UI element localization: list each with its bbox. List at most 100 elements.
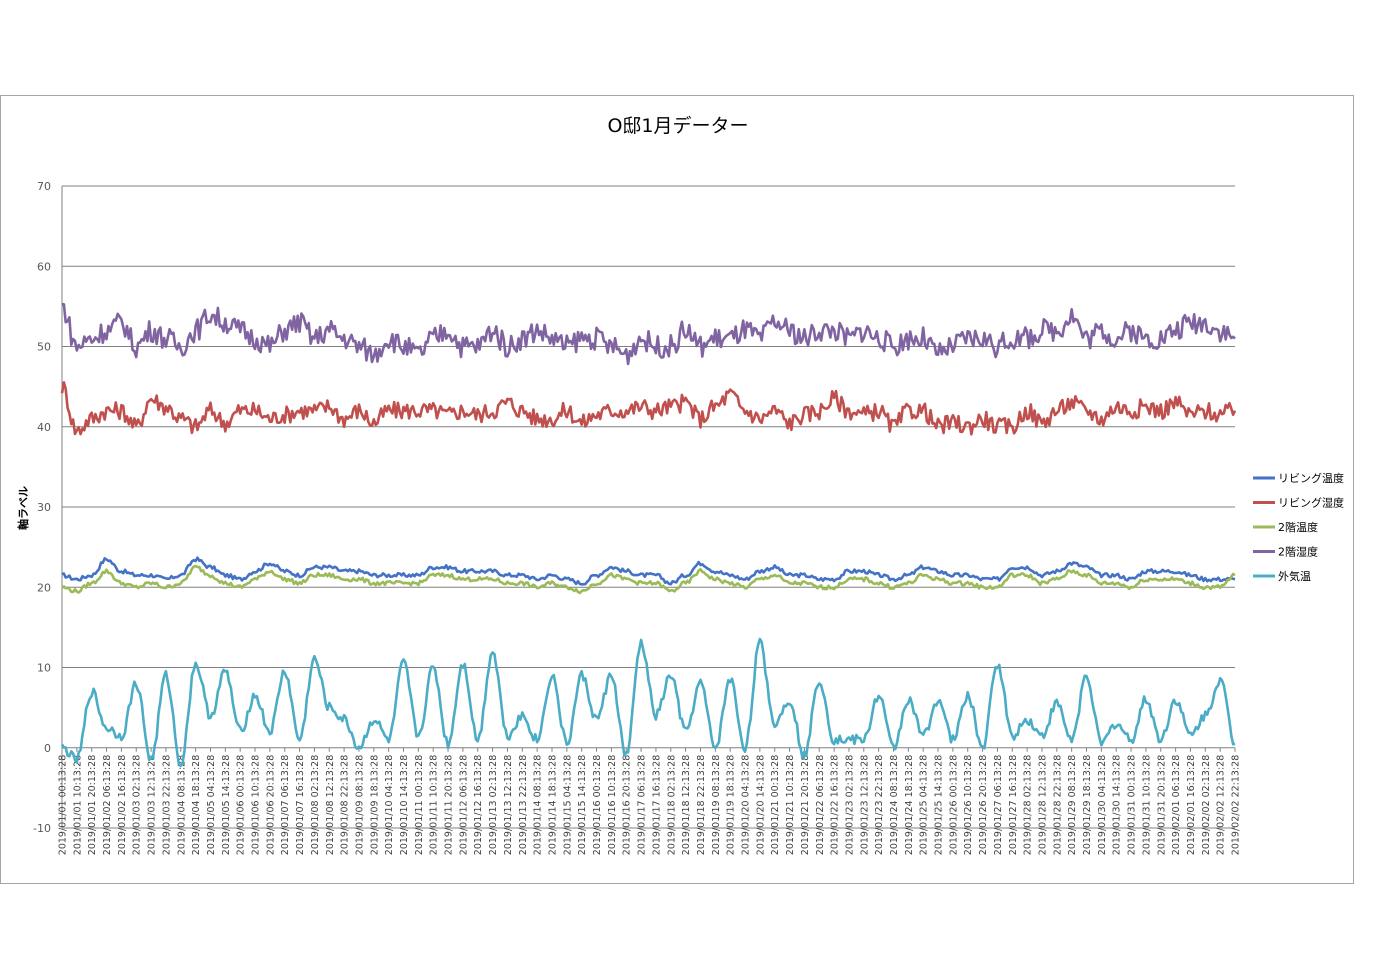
x-tick-label: 2019/01/06 10:13:28 xyxy=(251,755,262,855)
x-tick-label: 2019/01/23 22:13:28 xyxy=(874,755,885,855)
x-tick-label: 2019/02/01 06:13:28 xyxy=(1171,755,1182,855)
x-tick-label: 2019/01/01 20:13:28 xyxy=(87,755,98,855)
x-tick-label: 2019/01/09 18:13:28 xyxy=(369,755,380,855)
y-axis-ticks: -10 0 10 20 30 40 50 60 70 xyxy=(33,180,51,835)
x-tick-label: 2019/01/31 20:13:28 xyxy=(1156,755,1167,855)
x-tick-label: 2019/01/06 00:13:28 xyxy=(236,755,247,855)
x-tick-label: 2019/01/22 16:13:28 xyxy=(830,755,841,855)
series-line-0 xyxy=(62,556,1236,586)
x-tick-label: 2019/01/08 22:13:28 xyxy=(340,755,351,855)
legend-entry-label: 2階温度 xyxy=(1278,520,1318,534)
y-tick-label: 40 xyxy=(37,421,51,434)
x-tick-label: 2019/01/14 08:13:28 xyxy=(533,755,544,855)
x-tick-label: 2019/01/26 00:13:28 xyxy=(948,755,959,855)
x-tick-label: 2019/01/23 12:13:28 xyxy=(859,755,870,855)
x-tick-label: 2019/01/10 14:13:28 xyxy=(399,755,410,855)
x-tick-label: 2019/01/08 12:13:28 xyxy=(325,755,336,855)
y-tick-label: 20 xyxy=(37,581,51,594)
x-tick-label: 2019/01/13 22:13:28 xyxy=(518,755,529,855)
x-tick-label: 2019/01/29 08:13:28 xyxy=(1067,755,1078,855)
y-tick-label: 10 xyxy=(37,662,51,675)
x-tick-label: 2019/01/29 18:13:28 xyxy=(1082,755,1093,855)
x-tick-label: 2019/01/27 06:13:28 xyxy=(993,755,1004,855)
y-tick-label: -10 xyxy=(33,822,51,835)
y-axis-label: 軸ラベル xyxy=(16,486,30,530)
x-tick-label: 2019/01/19 18:13:28 xyxy=(726,755,737,855)
x-tick-label: 2019/01/26 20:13:28 xyxy=(978,755,989,855)
x-tick-label: 2019/01/25 04:13:28 xyxy=(919,755,930,855)
series-line-1 xyxy=(60,381,1237,436)
x-tick-label: 2019/01/07 16:13:28 xyxy=(295,755,306,855)
x-tick-label: 2019/01/30 04:13:28 xyxy=(1097,755,1108,855)
x-tick-label: 2019/01/23 02:13:28 xyxy=(844,755,855,855)
x-tick-label: 2019/02/02 22:13:28 xyxy=(1231,755,1242,855)
x-tick-label: 2019/01/01 00:13:28 xyxy=(58,755,69,855)
x-tick-label: 2019/01/02 06:13:28 xyxy=(102,755,113,855)
chart-frame: O邸1月データー 軸ラベル -10 0 10 20 30 40 50 60 70 2019/01… xyxy=(0,95,1354,884)
x-tick-label: 2019/01/18 12:13:28 xyxy=(681,755,692,855)
x-tick-label: 2019/01/02 16:13:28 xyxy=(117,755,128,855)
y-tick-label: 30 xyxy=(37,501,51,514)
x-tick-label: 2019/01/16 20:13:28 xyxy=(622,755,633,855)
x-tick-label: 2019/01/13 12:13:28 xyxy=(503,755,514,855)
x-tick-label: 2019/01/20 14:13:28 xyxy=(755,755,766,855)
x-tick-label: 2019/01/13 02:13:28 xyxy=(488,755,499,855)
x-tick-label: 2019/01/20 04:13:28 xyxy=(741,755,752,855)
x-tick-label: 2019/01/27 16:13:28 xyxy=(1008,755,1019,855)
x-tick-label: 2019/01/12 06:13:28 xyxy=(458,755,469,855)
gridlines xyxy=(61,185,1235,829)
chart-title: O邸1月データー xyxy=(607,115,748,137)
series-line-4 xyxy=(60,637,1236,768)
series-lines xyxy=(60,302,1237,768)
x-tick-label: 2019/01/03 12:13:28 xyxy=(147,755,158,855)
x-tick-label: 2019/01/18 22:13:28 xyxy=(696,755,707,855)
x-tick-label: 2019/01/05 04:13:28 xyxy=(206,755,217,855)
x-tick-label: 2019/01/18 02:13:28 xyxy=(666,755,677,855)
x-tick-label: 2019/01/12 16:13:28 xyxy=(473,755,484,855)
line-chart: O邸1月データー 軸ラベル -10 0 10 20 30 40 50 60 70 2019/01… xyxy=(16,115,1344,855)
x-tick-label: 2019/01/07 06:13:28 xyxy=(280,755,291,855)
x-tick-label: 2019/01/24 18:13:28 xyxy=(904,755,915,855)
y-tick-label: 50 xyxy=(37,341,51,354)
y-tick-label: 60 xyxy=(37,260,51,273)
x-tick-label: 2019/02/02 12:13:28 xyxy=(1216,755,1227,855)
legend-entry-label: リビング湿度 xyxy=(1278,496,1344,510)
x-tick-label: 2019/01/28 02:13:28 xyxy=(1023,755,1034,855)
legend-entry-label: 2階湿度 xyxy=(1278,545,1318,559)
x-tick-label: 2019/01/10 04:13:28 xyxy=(384,755,395,855)
series-line-3 xyxy=(61,302,1236,366)
x-tick-label: 2019/01/04 08:13:28 xyxy=(176,755,187,855)
y-tick-label: 70 xyxy=(37,180,51,193)
x-tick-label: 2019/01/11 00:13:28 xyxy=(414,755,425,855)
x-tick-label: 2019/01/14 18:13:28 xyxy=(547,755,558,855)
x-tick-label: 2019/01/08 02:13:28 xyxy=(310,755,321,855)
x-tick-label: 2019/01/19 08:13:28 xyxy=(711,755,722,855)
x-tick-label: 2019/01/24 08:13:28 xyxy=(889,755,900,855)
x-tick-label: 2019/01/17 16:13:28 xyxy=(651,755,662,855)
x-tick-label: 2019/01/15 14:13:28 xyxy=(577,755,588,855)
x-tick-label: 2019/01/09 08:13:28 xyxy=(354,755,365,855)
legend-entry-label: 外気温 xyxy=(1278,569,1311,583)
x-tick-label: 2019/01/15 04:13:28 xyxy=(562,755,573,855)
x-tick-label: 2019/01/31 00:13:28 xyxy=(1127,755,1138,855)
x-tick-label: 2019/01/11 20:13:28 xyxy=(444,755,455,855)
x-tick-label: 2019/01/05 14:13:28 xyxy=(221,755,232,855)
x-tick-label: 2019/01/17 06:13:28 xyxy=(637,755,648,855)
x-tick-label: 2019/01/21 20:13:28 xyxy=(800,755,811,855)
x-axis-ticks: 2019/01/01 00:13:28 2019/01/01 10:13:28 20… xyxy=(58,747,1242,855)
x-tick-label: 2019/01/06 20:13:28 xyxy=(265,755,276,855)
x-tick-label: 2019/02/01 16:13:28 xyxy=(1186,755,1197,855)
x-tick-label: 2019/01/03 22:13:28 xyxy=(161,755,172,855)
x-tick-label: 2019/01/22 06:13:28 xyxy=(815,755,826,855)
x-tick-label: 2019/01/28 22:13:28 xyxy=(1052,755,1063,855)
x-tick-label: 2019/01/25 14:13:28 xyxy=(934,755,945,855)
series-line-2 xyxy=(61,564,1236,595)
x-tick-label: 2019/01/28 12:13:28 xyxy=(1037,755,1048,855)
x-tick-label: 2019/01/04 18:13:28 xyxy=(191,755,202,855)
x-tick-label: 2019/01/30 14:13:28 xyxy=(1112,755,1123,855)
y-tick-label: 0 xyxy=(44,742,51,755)
x-tick-label: 2019/01/21 00:13:28 xyxy=(770,755,781,855)
x-tick-label: 2019/01/16 00:13:28 xyxy=(592,755,603,855)
x-tick-label: 2019/01/01 10:13:28 xyxy=(72,755,83,855)
